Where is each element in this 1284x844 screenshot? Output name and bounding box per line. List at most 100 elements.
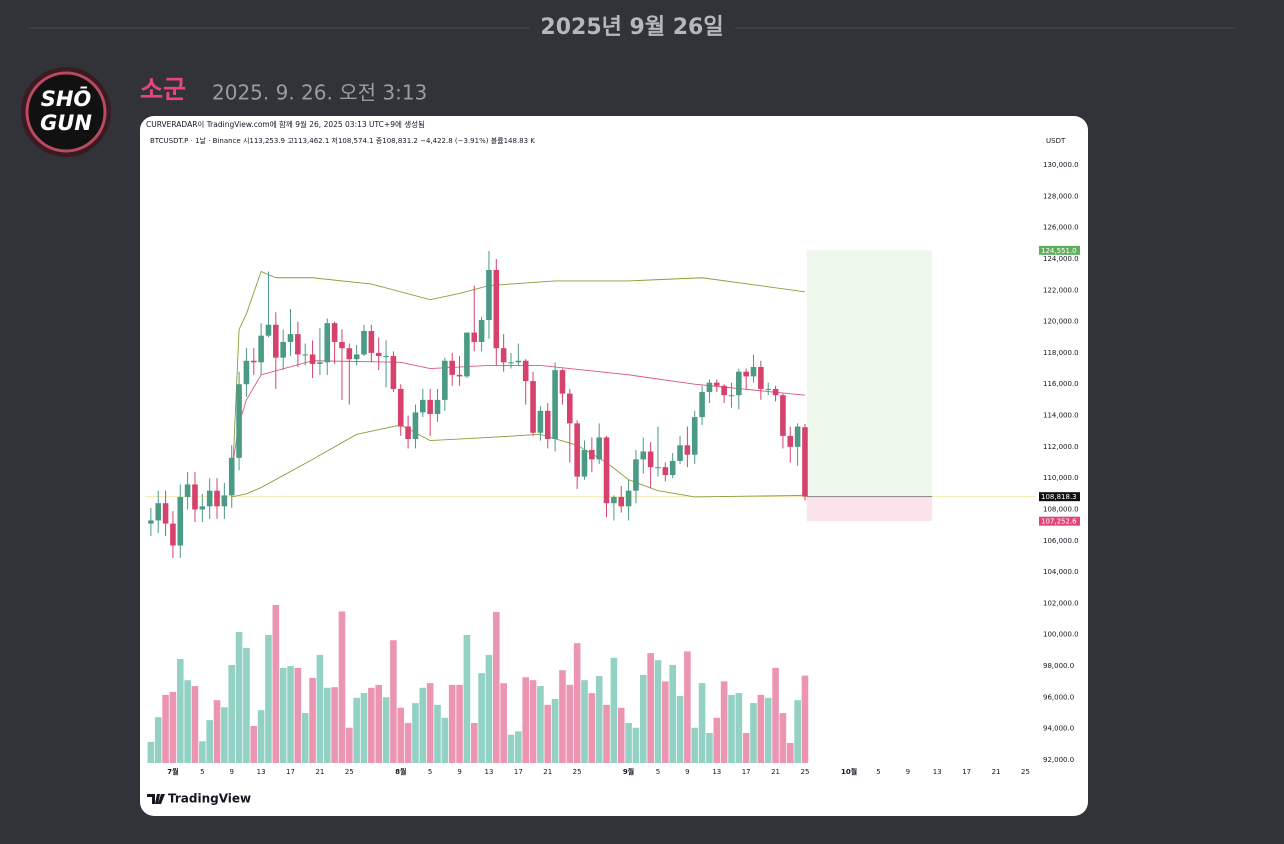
candle-body <box>375 352 382 357</box>
candle-body <box>331 323 338 342</box>
candle-body <box>148 520 154 524</box>
volume-bar <box>632 727 640 763</box>
volume-bar <box>647 653 654 763</box>
volume-bar <box>176 659 184 763</box>
volume-bar <box>639 674 647 763</box>
brand-icon <box>147 794 165 804</box>
candle-body <box>405 426 411 440</box>
y-tick-label: 112,000.0 <box>1043 443 1079 451</box>
volume-bar <box>441 717 449 763</box>
candle-body <box>500 348 507 363</box>
volume-bar <box>757 694 765 763</box>
volume-bar <box>684 651 691 763</box>
chart-legend: BTCUSDT.P · 1날 · Binance 시113,253.9 고113… <box>150 136 535 145</box>
candle-body <box>383 356 389 358</box>
volume-bar <box>265 634 272 763</box>
candle-body <box>199 506 206 510</box>
candle-body <box>765 388 772 390</box>
author-name[interactable]: 소군 <box>140 75 186 104</box>
volume-bar <box>485 654 493 763</box>
volume-bar <box>382 697 390 763</box>
x-tick-label: 25 <box>801 768 810 776</box>
candle-body <box>618 496 625 507</box>
candle-body <box>566 393 573 424</box>
y-tick-label: 118,000.0 <box>1043 349 1079 357</box>
candle-body <box>736 371 742 396</box>
price-label: 107,252.6 <box>1041 518 1077 526</box>
volume-bar <box>794 700 801 763</box>
band-middle <box>231 360 806 471</box>
candle-body <box>280 341 286 358</box>
volume-bar <box>272 605 280 763</box>
candle-body <box>309 354 316 364</box>
candle-body <box>192 484 198 510</box>
x-tick-label: 17 <box>286 768 295 776</box>
candle-body <box>471 332 478 342</box>
volume-bar <box>353 697 360 763</box>
volume-bar <box>448 684 456 763</box>
y-tick-label: 92,000.0 <box>1043 756 1074 764</box>
volume-bar <box>750 703 757 763</box>
y-tick-label: 116,000.0 <box>1043 380 1079 388</box>
x-tick-label: 21 <box>992 768 1001 776</box>
volume-bar <box>250 725 258 763</box>
candle-body <box>669 460 676 476</box>
volume-bar <box>742 733 750 763</box>
candle-body <box>633 459 639 491</box>
candle-body <box>346 348 353 360</box>
candle-body <box>302 354 309 356</box>
x-tick-label: 25 <box>1021 768 1030 776</box>
volume-bar <box>213 700 221 763</box>
x-tick-label: 13 <box>933 768 942 776</box>
volume-bar <box>551 698 559 763</box>
candle-body <box>170 523 176 546</box>
candle-body <box>699 392 705 418</box>
volume-bar <box>588 693 596 763</box>
candle-body <box>780 395 786 436</box>
x-tick-label: 5 <box>876 768 880 776</box>
candle-body <box>228 457 235 496</box>
candle-body <box>655 467 661 469</box>
volume-bar <box>654 660 662 763</box>
x-tick-label: 13 <box>484 768 493 776</box>
volume-bar <box>500 683 507 763</box>
volume-bar <box>544 704 552 763</box>
candle-body <box>589 449 595 460</box>
volume-bar <box>206 720 213 763</box>
candle-body <box>236 384 242 458</box>
candle-body <box>493 269 500 349</box>
candle-body <box>611 496 617 504</box>
avatar[interactable]: SHŌ GUN <box>21 67 111 157</box>
candle-body <box>640 451 647 460</box>
volume-bar <box>698 683 706 763</box>
band-lower <box>231 424 805 498</box>
volume-bar <box>147 741 155 763</box>
volume-bar <box>426 683 434 763</box>
volume-bar <box>338 611 346 763</box>
candle-body <box>397 388 404 427</box>
volume-bar <box>279 667 287 763</box>
volume-bar <box>801 675 809 763</box>
candle-body <box>206 490 213 507</box>
timestamp: 2025. 9. 26. 오전 3:13 <box>212 81 427 105</box>
x-tick-label: 9 <box>457 768 461 776</box>
volume-bar <box>610 657 618 763</box>
candle-body <box>478 320 485 342</box>
candle-body <box>420 399 426 413</box>
volume-bar <box>316 654 324 763</box>
volume-bar <box>162 694 169 763</box>
avatar-bg <box>25 71 107 153</box>
chart-caption: CURVERADAR이 TradingView.com에 함께 9월 26, 2… <box>146 119 425 129</box>
candle-body <box>728 395 735 397</box>
volume-bar <box>419 687 427 763</box>
candle-body <box>758 367 764 389</box>
volume-bar <box>573 643 581 763</box>
volume-bar <box>676 696 684 763</box>
candle-body <box>772 388 779 396</box>
candle-body <box>581 449 588 477</box>
x-tick-label: 9 <box>906 768 910 776</box>
candle-body <box>647 451 654 468</box>
candle-body <box>464 332 470 377</box>
y-tick-label: 114,000.0 <box>1043 412 1079 420</box>
candle-body <box>361 330 367 355</box>
